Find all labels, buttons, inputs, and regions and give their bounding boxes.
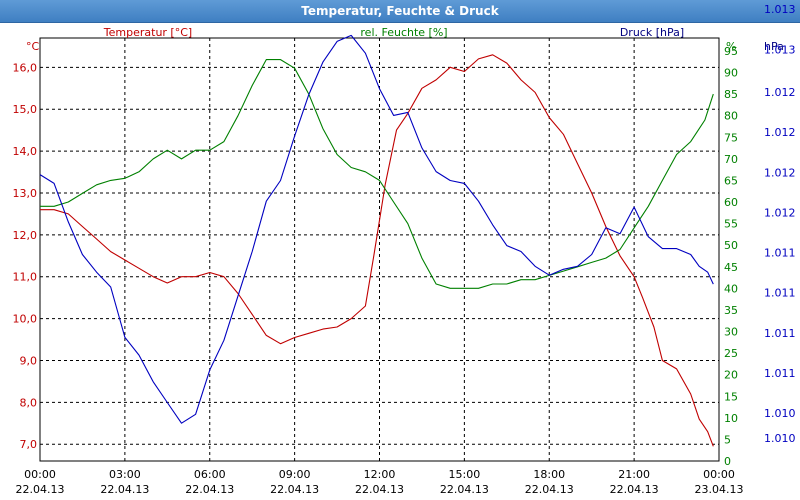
humidity-tick-label: 80 <box>724 110 738 123</box>
pressure-tick-label: 1.012 <box>764 86 796 99</box>
pressure-tick-label: 1.012 <box>764 166 796 179</box>
series-layer <box>39 34 714 447</box>
tick-labels: 7,0 8,0 9,0 10,0 11,0 12,0 13,0 14,0 15,0 16,0 0 5 1… <box>13 3 796 496</box>
x-tick-date: 22.04.13 <box>16 483 65 496</box>
humidity-tick-label: 70 <box>724 153 738 166</box>
temperature-tick-label: 10,0 <box>13 313 38 326</box>
pressure-tick-label: 1.011 <box>764 247 796 260</box>
pressure-tick-label: 1.012 <box>764 207 796 220</box>
x-tick-date: 22.04.13 <box>525 483 574 496</box>
pressure-tick-label: 1.013 <box>764 43 796 56</box>
temperature-unit: °C <box>26 40 40 53</box>
temperature-tick-label: 13,0 <box>13 187 38 200</box>
temperature-header: Temperatur [°C] <box>103 26 192 39</box>
x-tick-time: 03:00 <box>109 468 141 481</box>
temperature-tick-label: 8,0 <box>20 396 38 409</box>
humidity-tick-label: 40 <box>724 282 738 295</box>
pressure-tick-label: 1.011 <box>764 367 796 380</box>
pressure-unit: hPa <box>764 40 784 53</box>
x-tick-time: 09:00 <box>279 468 311 481</box>
humidity-tick-label: 95 <box>724 45 738 58</box>
series-line-pressure <box>39 34 714 424</box>
x-tick-time: 00:00 <box>703 468 735 481</box>
x-tick-date: 22.04.13 <box>270 483 319 496</box>
pressure-tick-label: 1.011 <box>764 327 796 340</box>
humidity-tick-label: 65 <box>724 174 738 187</box>
humidity-tick-label: 85 <box>724 88 738 101</box>
humidity-tick-label: 90 <box>724 67 738 80</box>
pressure-tick-label: 1.011 <box>764 287 796 300</box>
humidity-tick-label: 15 <box>724 390 738 403</box>
humidity-tick-label: 5 <box>724 433 731 446</box>
x-tick-time: 18:00 <box>533 468 565 481</box>
series-line-humidity <box>40 59 714 289</box>
humidity-tick-label: 30 <box>724 326 738 339</box>
x-tick-date: 22.04.13 <box>100 483 149 496</box>
humidity-tick-label: 55 <box>724 218 738 231</box>
temperature-tick-label: 16,0 <box>13 61 38 74</box>
temperature-tick-label: 12,0 <box>13 229 38 242</box>
x-tick-date: 22.04.13 <box>610 483 659 496</box>
humidity-tick-label: 20 <box>724 369 738 382</box>
temperature-tick-label: 11,0 <box>13 271 38 284</box>
humidity-header: rel. Feuchte [%] <box>360 26 447 39</box>
humidity-unit: % <box>726 40 736 53</box>
humidity-tick-label: 60 <box>724 196 738 209</box>
x-tick-date: 23.04.13 <box>695 483 744 496</box>
series-line-temperature <box>40 54 714 447</box>
pressure-tick-label: 1.010 <box>764 432 796 445</box>
humidity-tick-label: 45 <box>724 261 738 274</box>
window-title: Temperatur, Feuchte & Druck <box>301 4 499 18</box>
pressure-header: Druck [hPa] <box>620 26 684 39</box>
humidity-tick-label: 10 <box>724 412 738 425</box>
temperature-tick-label: 9,0 <box>20 354 38 367</box>
x-tick-time: 06:00 <box>194 468 226 481</box>
temperature-tick-label: 7,0 <box>20 438 38 451</box>
humidity-tick-label: 75 <box>724 131 738 144</box>
x-tick-time: 00:00 <box>24 468 56 481</box>
title-bar: Temperatur, Feuchte & Druck <box>0 0 800 23</box>
humidity-tick-label: 0 <box>724 455 731 468</box>
temperature-tick-label: 15,0 <box>13 103 38 116</box>
grid-lines <box>40 38 719 461</box>
x-tick-time: 21:00 <box>618 468 650 481</box>
pressure-tick-label: 1.013 <box>764 3 796 16</box>
x-tick-time: 12:00 <box>364 468 396 481</box>
humidity-tick-label: 35 <box>724 304 738 317</box>
x-tick-date: 22.04.13 <box>355 483 404 496</box>
temperature-tick-label: 14,0 <box>13 145 38 158</box>
pressure-tick-label: 1.012 <box>764 126 796 139</box>
humidity-tick-label: 50 <box>724 239 738 252</box>
x-tick-date: 22.04.13 <box>440 483 489 496</box>
x-tick-time: 15:00 <box>449 468 481 481</box>
humidity-tick-label: 25 <box>724 347 738 360</box>
axis-labels: °C Temperatur [°C] rel. Feuchte [%] Druc… <box>26 26 784 53</box>
x-tick-date: 22.04.13 <box>185 483 234 496</box>
pressure-tick-label: 1.010 <box>764 407 796 420</box>
